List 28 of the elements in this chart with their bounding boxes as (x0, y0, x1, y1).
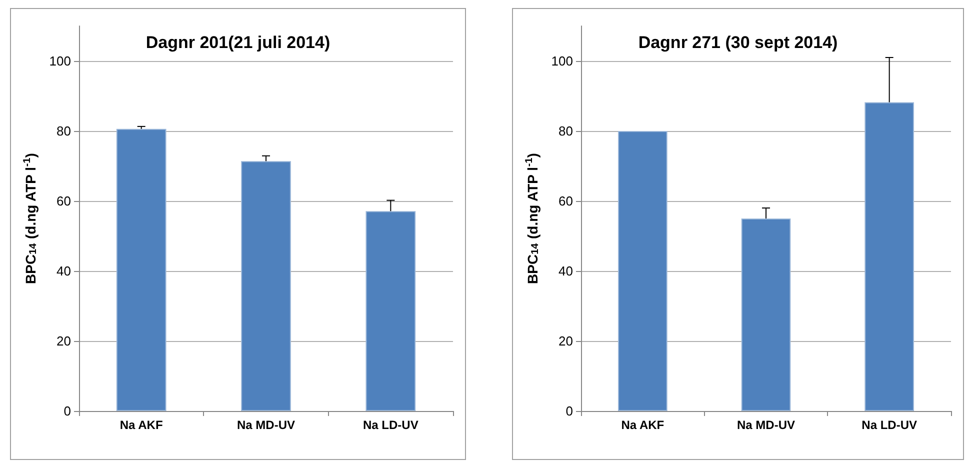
y-tick-label: 100 (551, 54, 573, 68)
y-tick-label: 60 (558, 194, 573, 208)
y-tick-label: 0 (64, 404, 71, 418)
x-tick-label: Na AKF (621, 418, 664, 432)
y-tick-label: 60 (56, 194, 71, 208)
x-tick-label: Na LD-UV (362, 418, 418, 432)
y-tick-label: 20 (558, 334, 573, 348)
bar (241, 161, 291, 411)
y-axis-title: BPC14 (d.ng ATP l-1) (524, 153, 541, 284)
y-tick-label: 0 (566, 404, 573, 418)
y-tick-label: 100 (49, 54, 71, 68)
y-tick-label: 20 (56, 334, 71, 348)
y-tick-label: 80 (56, 124, 71, 138)
bar (618, 131, 668, 411)
x-tick-label: Na AKF (120, 418, 163, 432)
bar (366, 211, 416, 411)
y-tick-label: 40 (56, 264, 71, 278)
chart-title: Dagnr 271 (30 sept 2014) (638, 33, 838, 52)
y-tick-label: 80 (558, 124, 573, 138)
bar (864, 102, 914, 411)
y-axis-title: BPC14 (d.ng ATP l-1) (22, 153, 39, 284)
chart-title: Dagnr 201(21 juli 2014) (146, 33, 330, 52)
bar (116, 128, 166, 411)
x-tick-label: Na MD-UV (236, 418, 296, 432)
x-tick-label: Na LD-UV (862, 418, 918, 432)
y-tick-label: 40 (558, 264, 573, 278)
x-tick-label: Na MD-UV (736, 418, 796, 432)
bar (741, 218, 791, 411)
